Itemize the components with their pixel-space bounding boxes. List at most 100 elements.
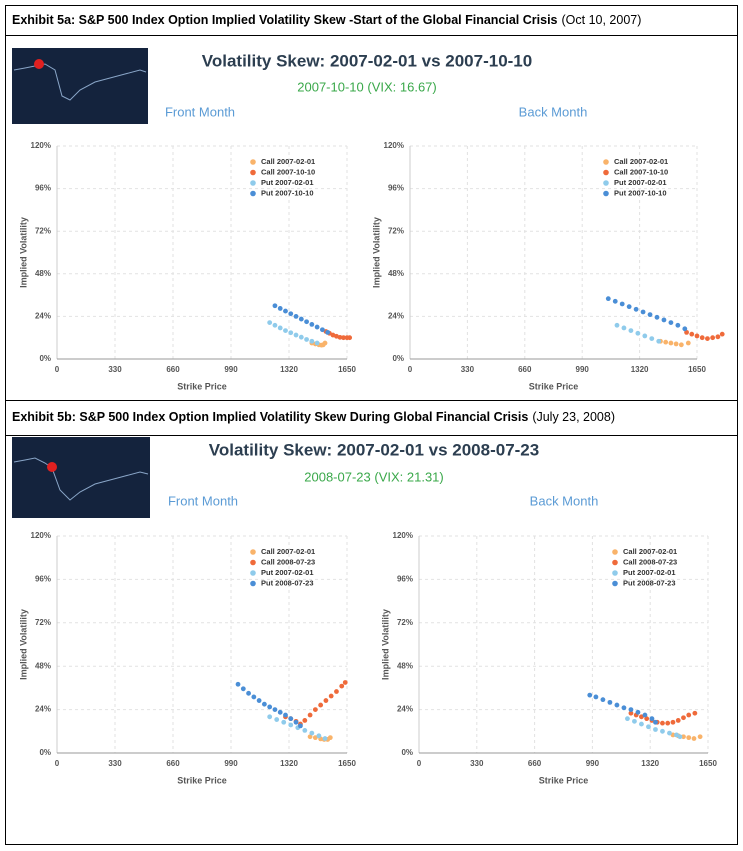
x-tick-label: 1650 xyxy=(338,759,356,768)
legend-label: Put 2007-02-01 xyxy=(261,178,314,187)
chart-title: Front Month xyxy=(168,493,238,508)
data-point xyxy=(316,733,322,739)
chart-subheading: 2007-10-10 (VIX: 16.67) xyxy=(297,79,436,94)
data-point xyxy=(318,702,324,708)
data-point xyxy=(628,710,634,716)
data-point xyxy=(612,298,618,304)
data-point xyxy=(325,329,331,335)
data-point xyxy=(628,707,634,712)
thumbnail xyxy=(12,437,150,518)
data-point xyxy=(715,334,721,340)
x-tick-label: 330 xyxy=(108,365,122,374)
data-point xyxy=(307,712,313,718)
legend-label: Put 2007-10-10 xyxy=(261,188,314,197)
y-tick-label: 48% xyxy=(35,661,51,670)
chart-subheading: 2008-07-23 (VIX: 21.31) xyxy=(304,469,443,484)
data-point xyxy=(642,712,648,718)
legend-marker xyxy=(612,570,618,576)
x-tick-label: 660 xyxy=(528,759,542,768)
x-tick-label: 0 xyxy=(417,759,422,768)
exhibit-title: Exhibit 5a: S&P 500 Index Option Implied… xyxy=(12,13,641,27)
data-point xyxy=(283,328,288,333)
data-point xyxy=(632,718,637,724)
x-tick-label: 1320 xyxy=(280,365,298,374)
data-point xyxy=(614,322,620,328)
x-tick-label: 660 xyxy=(166,759,180,768)
data-point xyxy=(272,707,278,712)
y-axis-label: Implied Volatility xyxy=(371,217,381,288)
data-point xyxy=(649,336,655,341)
data-point xyxy=(626,304,632,310)
data-point xyxy=(307,734,313,740)
legend-label: Put 2008-07-23 xyxy=(623,578,676,587)
data-point xyxy=(621,705,627,711)
data-point xyxy=(654,314,660,320)
y-tick-label: 0% xyxy=(401,748,413,757)
data-point xyxy=(314,324,320,330)
legend-marker xyxy=(250,559,256,566)
y-axis-label: Implied Volatility xyxy=(18,609,28,680)
x-axis-label: Strike Price xyxy=(177,381,227,391)
legend-marker xyxy=(603,190,609,197)
y-tick-label: 96% xyxy=(35,575,51,584)
data-point xyxy=(691,736,697,741)
data-point xyxy=(312,707,318,712)
data-point xyxy=(697,734,703,740)
data-point xyxy=(309,321,315,327)
exhibit-label: Exhibit 5b: S&P 500 Index Option Implied… xyxy=(12,410,528,424)
data-point xyxy=(277,306,283,311)
data-point xyxy=(302,718,308,723)
frame xyxy=(5,5,738,845)
x-tick-label: 990 xyxy=(586,759,600,768)
y-tick-label: 24% xyxy=(35,705,51,714)
y-tick-label: 24% xyxy=(35,312,51,321)
data-point xyxy=(304,319,309,325)
chart-title: Front Month xyxy=(165,104,235,119)
data-point xyxy=(681,734,686,740)
data-point xyxy=(694,333,700,339)
chart-heading: Volatility Skew: 2007-02-01 vs 2008-07-2… xyxy=(209,440,539,459)
y-tick-label: 0% xyxy=(392,354,404,363)
legend-label: Call 2007-02-01 xyxy=(261,547,315,556)
data-point xyxy=(686,735,692,741)
data-point xyxy=(625,716,630,722)
data-point xyxy=(256,698,262,703)
y-tick-label: 72% xyxy=(35,618,51,627)
data-point xyxy=(298,334,304,340)
data-point xyxy=(719,331,725,337)
legend-label: Call 2008-07-23 xyxy=(261,557,315,566)
data-point xyxy=(656,338,662,344)
data-point xyxy=(668,320,674,326)
data-point xyxy=(309,338,315,344)
y-tick-label: 48% xyxy=(397,661,413,670)
x-tick-label: 0 xyxy=(408,365,413,374)
data-point xyxy=(640,309,646,315)
data-point xyxy=(682,326,688,332)
data-point xyxy=(328,693,334,699)
x-tick-label: 660 xyxy=(518,365,532,374)
y-tick-label: 48% xyxy=(388,269,404,278)
data-point xyxy=(642,333,648,339)
data-point xyxy=(347,335,353,341)
data-point xyxy=(281,719,287,725)
legend-marker xyxy=(250,549,256,555)
x-tick-label: 0 xyxy=(55,365,60,374)
x-axis-label: Strike Price xyxy=(539,775,589,785)
thumbnail xyxy=(12,48,148,124)
data-point xyxy=(705,336,710,341)
y-tick-label: 120% xyxy=(31,141,51,150)
data-point xyxy=(277,325,283,331)
data-point xyxy=(685,340,691,346)
y-tick-label: 96% xyxy=(397,575,413,584)
x-tick-label: 1320 xyxy=(280,759,298,768)
data-point xyxy=(710,335,716,341)
x-axis-label: Strike Price xyxy=(177,775,227,785)
legend-marker xyxy=(612,549,618,555)
data-point xyxy=(334,689,339,694)
chart-title: Back Month xyxy=(530,493,599,508)
data-point xyxy=(689,331,695,337)
legend-marker xyxy=(603,180,609,186)
data-point xyxy=(635,709,641,715)
x-tick-label: 990 xyxy=(224,759,238,768)
